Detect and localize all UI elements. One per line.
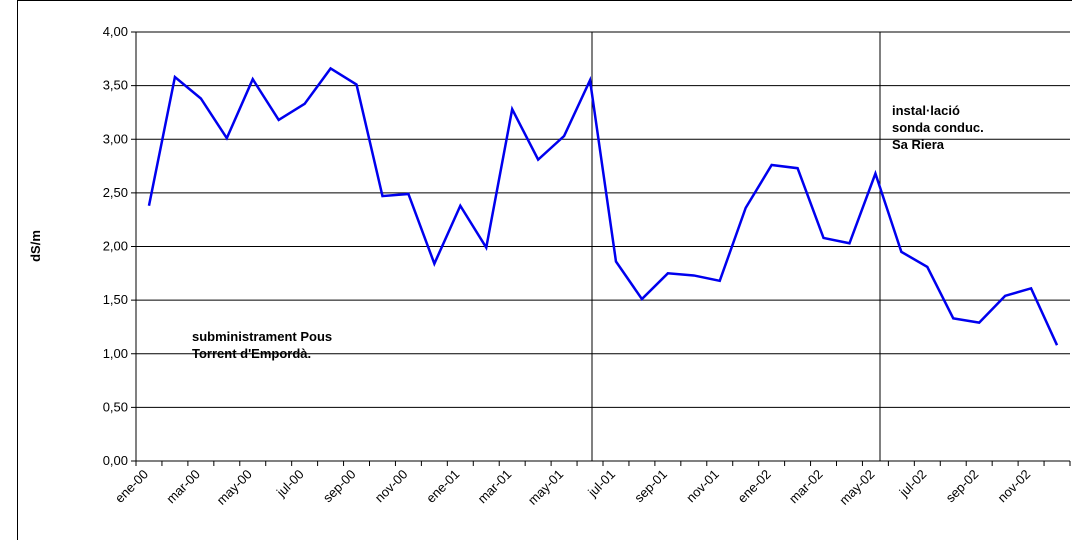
annotation: Sa Riera (892, 137, 945, 152)
x-tick-label: may-00 (214, 467, 255, 508)
x-tick-label: sep-01 (631, 467, 670, 506)
y-tick-label: 4,00 (103, 24, 128, 39)
y-tick-label: 1,00 (103, 346, 128, 361)
x-tick-label: mar-01 (475, 467, 515, 507)
annotation: subministrament Pous (192, 329, 332, 344)
y-tick-label: 3,00 (103, 131, 128, 146)
annotation: instal·lació (892, 103, 960, 118)
x-tick-label: ene-02 (735, 467, 774, 506)
x-tick-label: nov-00 (372, 467, 411, 506)
x-tick-label: jul-01 (584, 467, 618, 501)
y-tick-label: 0,50 (103, 399, 128, 414)
x-tick-label: mar-02 (786, 467, 826, 507)
x-tick-label: ene-00 (112, 467, 151, 506)
y-tick-label: 3,50 (103, 78, 128, 93)
x-tick-label: nov-02 (994, 467, 1033, 506)
x-tick-label: may-02 (836, 467, 877, 508)
x-tick-label: jul-00 (273, 467, 307, 501)
x-tick-label: jul-02 (896, 467, 930, 501)
x-tick-label: nov-01 (683, 467, 722, 506)
y-axis-title: dS/m (28, 230, 43, 262)
annotation: sonda conduc. (892, 120, 984, 135)
y-tick-label: 2,50 (103, 185, 128, 200)
data-line (147, 66, 1059, 346)
x-tick-label: ene-01 (423, 467, 462, 506)
chart-frame (17, 0, 1072, 540)
y-tick-label: 2,00 (103, 239, 128, 254)
x-tick-label: sep-00 (320, 467, 359, 506)
x-tick-label: mar-00 (163, 467, 203, 507)
x-tick-label: may-01 (525, 467, 566, 508)
y-tick-label: 0,00 (103, 453, 128, 468)
y-tick-label: 1,50 (103, 292, 128, 307)
x-tick-label: sep-02 (943, 467, 982, 506)
